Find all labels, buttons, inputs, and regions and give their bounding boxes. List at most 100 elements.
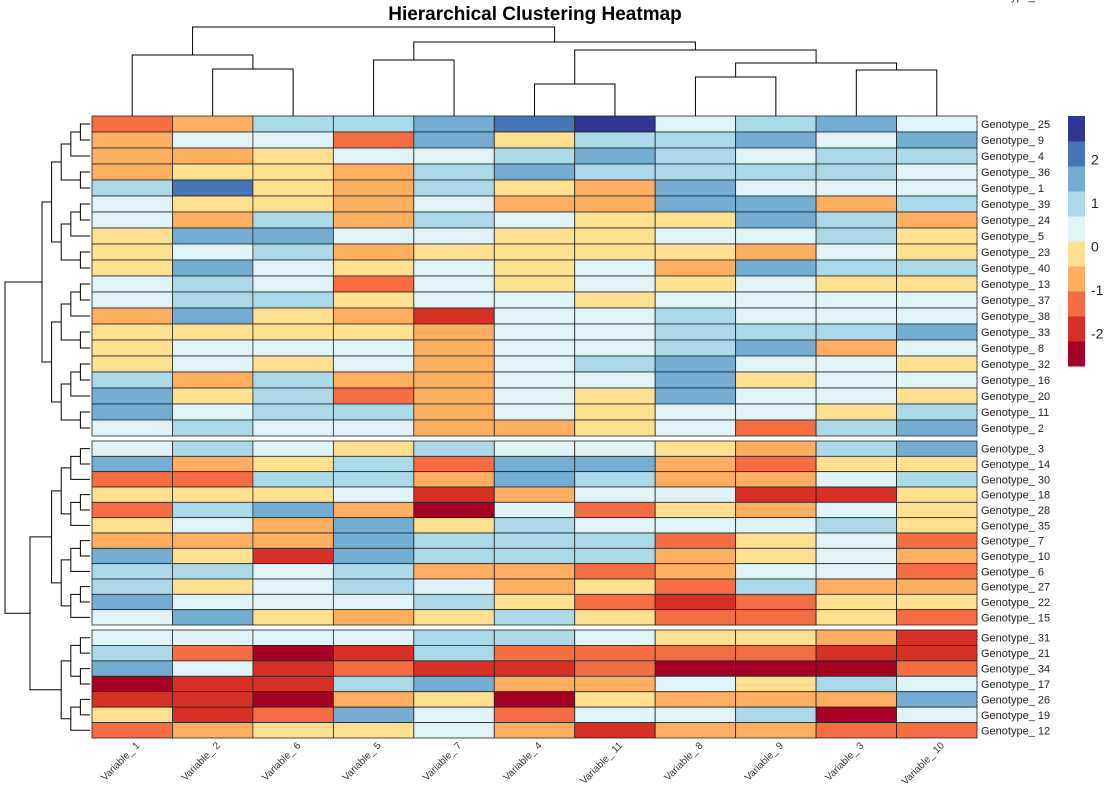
heatmap-cell: [91, 578, 173, 595]
heatmap-cell: [654, 440, 737, 457]
heatmap-cell: [896, 645, 978, 662]
heatmap-cell: [896, 355, 978, 373]
dendrogram-branch: [79, 331, 90, 349]
heatmap-cell: [493, 609, 576, 626]
heatmap-cell: [332, 387, 415, 405]
heatmap-cell: [896, 339, 978, 357]
heatmap-cell: [815, 578, 897, 595]
heatmap-cell: [815, 691, 897, 708]
heatmap-cell: [252, 227, 334, 245]
heatmap-cell: [574, 323, 656, 341]
heatmap-cell: [574, 387, 656, 405]
heatmap-cell: [252, 609, 334, 626]
heatmap-cell: [735, 691, 817, 708]
heatmap-cell: [172, 243, 254, 261]
dendrogram-branch: [855, 69, 938, 116]
heatmap-cell: [735, 471, 817, 488]
heatmap-cell: [735, 517, 817, 534]
heatmap-cell: [654, 291, 737, 309]
column-label: Variable_ 10: [900, 740, 947, 787]
heatmap-cell: [896, 131, 978, 149]
heatmap-cell: [574, 259, 656, 277]
heatmap-cell: [815, 629, 897, 646]
heatmap-cell: [815, 419, 897, 437]
heatmap-cell: [574, 163, 656, 181]
row-label: Genotype_ 8: [981, 343, 1044, 355]
heatmap-cell: [172, 609, 254, 626]
heatmap-cell: [815, 387, 897, 405]
heatmap-cell: [735, 609, 817, 626]
row-label: Genotype_ 20: [981, 391, 1050, 403]
heatmap-cell: [172, 387, 254, 405]
heatmap-cell: [574, 660, 656, 677]
heatmap-cell: [172, 593, 254, 611]
heatmap-cell: [91, 243, 173, 261]
heatmap-cell: [493, 163, 576, 181]
heatmap-cell: [654, 323, 737, 341]
column-label: Variable_ 4: [502, 740, 545, 783]
heatmap-cell: [172, 339, 254, 357]
heatmap-cell: [896, 660, 978, 677]
row-label: Genotype_ 15: [981, 612, 1050, 624]
heatmap-cell: [574, 403, 656, 421]
heatmap-cell: [91, 563, 173, 580]
heatmap-cell: [413, 259, 495, 277]
dendrogram-branch: [79, 283, 90, 301]
heatmap-cell: [896, 609, 978, 626]
heatmap-cell: [735, 355, 817, 373]
heatmap-cell: [172, 291, 254, 309]
heatmap-cell: [252, 691, 334, 708]
legend-color-block: [1068, 216, 1085, 242]
heatmap-cell: [252, 371, 334, 389]
heatmap-cell: [332, 440, 415, 457]
heatmap-cell: [815, 371, 897, 389]
heatmap-cell: [493, 323, 576, 341]
heatmap-cell: [654, 115, 737, 133]
legend-tick-label: 0: [1091, 238, 1099, 254]
heatmap-cell: [252, 419, 334, 437]
heatmap-cell: [91, 131, 173, 149]
heatmap-cell: [896, 179, 978, 197]
heatmap-cell: [493, 691, 576, 708]
row-label: Genotype_ 17: [981, 679, 1050, 691]
heatmap-cell: [815, 323, 897, 341]
heatmap-cell: [896, 291, 978, 309]
heatmap-cell: [896, 371, 978, 389]
dendrogram-branch: [79, 668, 90, 685]
heatmap-cell: [332, 455, 415, 473]
heatmap-cell: [493, 243, 576, 261]
heatmap-cell: [332, 291, 415, 309]
heatmap-cell: [574, 706, 656, 723]
heatmap-cell: [91, 387, 173, 405]
heatmap-cell: [252, 722, 334, 739]
heatmap-cell: [332, 195, 415, 213]
heatmap-cell: [172, 307, 254, 325]
heatmap-cell: [896, 195, 978, 213]
heatmap-cell: [413, 547, 495, 565]
heatmap-cell: [574, 307, 656, 325]
heatmap-cell: [493, 486, 576, 503]
heatmap-cell: [413, 307, 495, 325]
heatmap-cell: [574, 440, 656, 457]
heatmap-cell: [91, 211, 173, 229]
heatmap-cell: [172, 547, 254, 565]
heatmap-cell: [815, 115, 897, 133]
heatmap-cell: [493, 403, 576, 421]
legend-color-block: [1068, 266, 1085, 292]
dendrogram-branch: [79, 123, 90, 141]
heatmap-cell: [493, 722, 576, 739]
heatmap-cell: [896, 486, 978, 503]
heatmap-cell: [413, 371, 495, 389]
row-label: Genotype_ 37: [981, 295, 1050, 307]
heatmap-cell: [654, 455, 737, 473]
row-label: Genotype_ 38: [981, 311, 1050, 323]
heatmap-cell: [896, 517, 978, 534]
row-label: Genotype_ 16: [981, 375, 1050, 387]
heatmap-cell: [252, 629, 334, 646]
heatmap-cell: [91, 706, 173, 723]
row-label: Genotype_ 31: [981, 633, 1050, 645]
heatmap-cell: [91, 609, 173, 626]
heatmap-cell: [332, 706, 415, 723]
heatmap-cell: [654, 355, 737, 373]
heatmap-cell: [172, 486, 254, 503]
